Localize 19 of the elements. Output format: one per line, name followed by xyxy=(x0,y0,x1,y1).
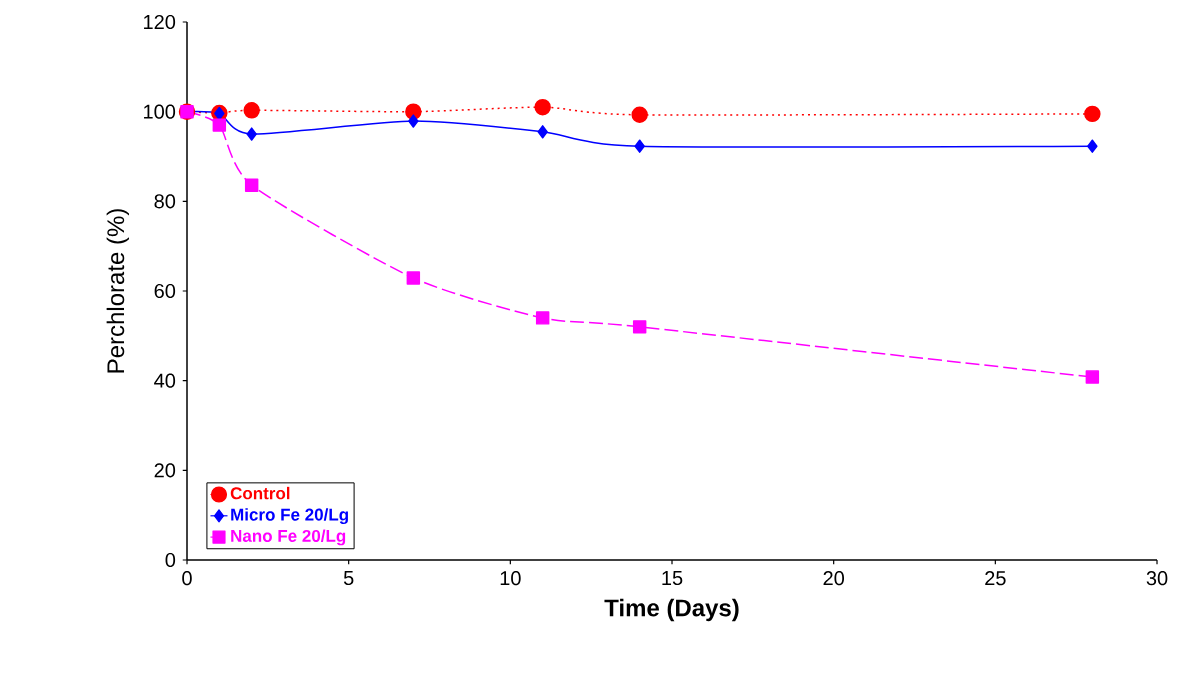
x-tick-label: 20 xyxy=(823,571,845,586)
y-tick-label: 120 xyxy=(144,14,176,30)
x-tick-label: 15 xyxy=(662,571,683,586)
y-tick-label: 20 xyxy=(154,463,176,478)
legend-label: Nano Fe 20/Lg xyxy=(231,529,346,546)
y-tick-label: 100 xyxy=(144,104,176,119)
y-axis-title: Perchlorate (%) xyxy=(106,209,129,373)
x-tick-label: 25 xyxy=(985,571,1006,586)
y-tick-label: 40 xyxy=(154,373,176,388)
x-tick-label: 10 xyxy=(500,571,521,586)
y-tick-label: 80 xyxy=(154,194,176,209)
y-tick-label: 0 xyxy=(165,552,176,568)
legend-label: Control xyxy=(230,486,290,500)
x-tick-label: 30 xyxy=(1146,571,1168,586)
x-axis-title: Time (Days) xyxy=(604,598,739,622)
legend-label: Micro Fe 20/Lg xyxy=(231,508,348,525)
y-tick-label: 60 xyxy=(154,283,176,299)
x-tick-label: 0 xyxy=(182,571,192,586)
x-tick-label: 5 xyxy=(343,571,354,586)
